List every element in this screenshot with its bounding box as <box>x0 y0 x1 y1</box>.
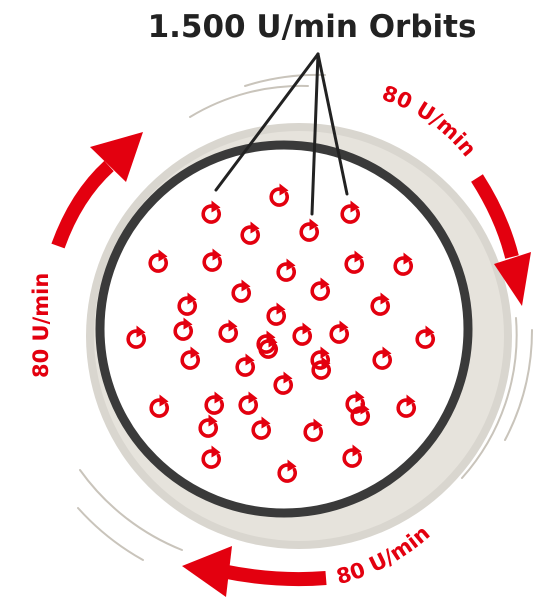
rotation-arrow-head-bottom <box>182 546 232 597</box>
pointer-lines <box>214 52 349 216</box>
rotation-arrow-head-top-left <box>90 132 143 182</box>
rotation-arrow-head-right <box>494 252 531 306</box>
rotation-label-left: 80 U/min <box>29 273 53 378</box>
rotation-arrows <box>51 132 531 597</box>
rotation-arrow-bottom <box>220 564 327 587</box>
rotation-arrow-right <box>471 174 519 259</box>
platform-ring <box>95 140 473 518</box>
page-title: 1.500 U/min Orbits <box>148 9 477 45</box>
rotation-arrow-top-left <box>51 160 114 249</box>
